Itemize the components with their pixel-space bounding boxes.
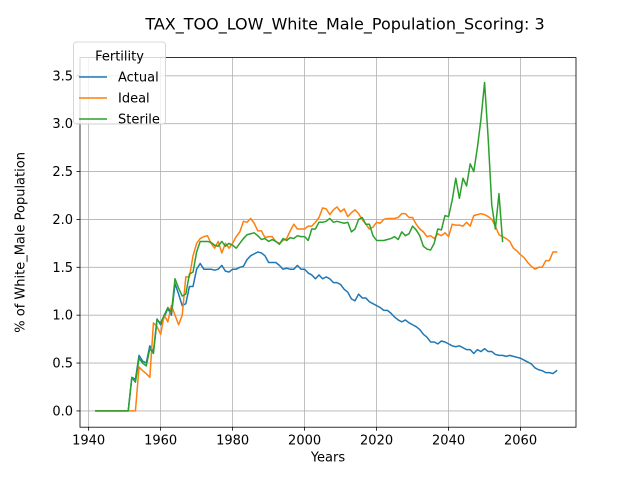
legend-label-ideal: Ideal: [118, 92, 150, 107]
x-tick-label: 2040: [432, 434, 465, 449]
y-tick-label: 1.5: [52, 261, 73, 276]
y-tick-label: 0.0: [52, 404, 73, 419]
series-line-sterile: [95, 81, 504, 412]
series-line-ideal: [95, 206, 558, 412]
legend-label-actual: Actual: [118, 71, 159, 86]
legend: Fertility Actual Ideal Sterile: [73, 41, 166, 128]
x-axis-title: Years: [310, 451, 346, 466]
y-tick-label: 3.0: [52, 117, 73, 132]
legend-box: [73, 41, 166, 125]
x-tick-label: 2060: [504, 434, 537, 449]
plot-area-frame: [79, 57, 577, 428]
y-tick-label: 2.0: [52, 213, 73, 228]
y-axis-title: % of White_Male Population: [14, 152, 29, 333]
y-axis-ticks: 0.0 0.5 1.0 1.5 2.0 2.5 3.0 3.5: [52, 69, 80, 419]
x-tick-label: 1980: [216, 434, 249, 449]
x-tick-label: 2000: [288, 434, 321, 449]
chart-title: TAX_TOO_LOW_White_Male_Population_Scorin…: [144, 15, 544, 35]
legend-entries: Actual Ideal Sterile: [79, 71, 160, 128]
y-tick-label: 3.5: [52, 69, 73, 84]
y-tick-label: 0.5: [52, 357, 73, 372]
x-tick-label: 1940: [72, 434, 105, 449]
series-lines: [95, 81, 558, 412]
legend-title: Fertility: [95, 50, 144, 65]
legend-label-sterile: Sterile: [118, 113, 160, 128]
x-tick-label: 2020: [360, 434, 393, 449]
grid: [80, 57, 576, 428]
series-line-actual: [95, 251, 558, 412]
x-axis-ticks: 1940 1960 1980 2000 2020 2040 2060: [72, 427, 537, 449]
y-tick-label: 2.5: [52, 165, 73, 180]
x-tick-label: 1960: [144, 434, 177, 449]
y-tick-label: 1.0: [52, 309, 73, 324]
